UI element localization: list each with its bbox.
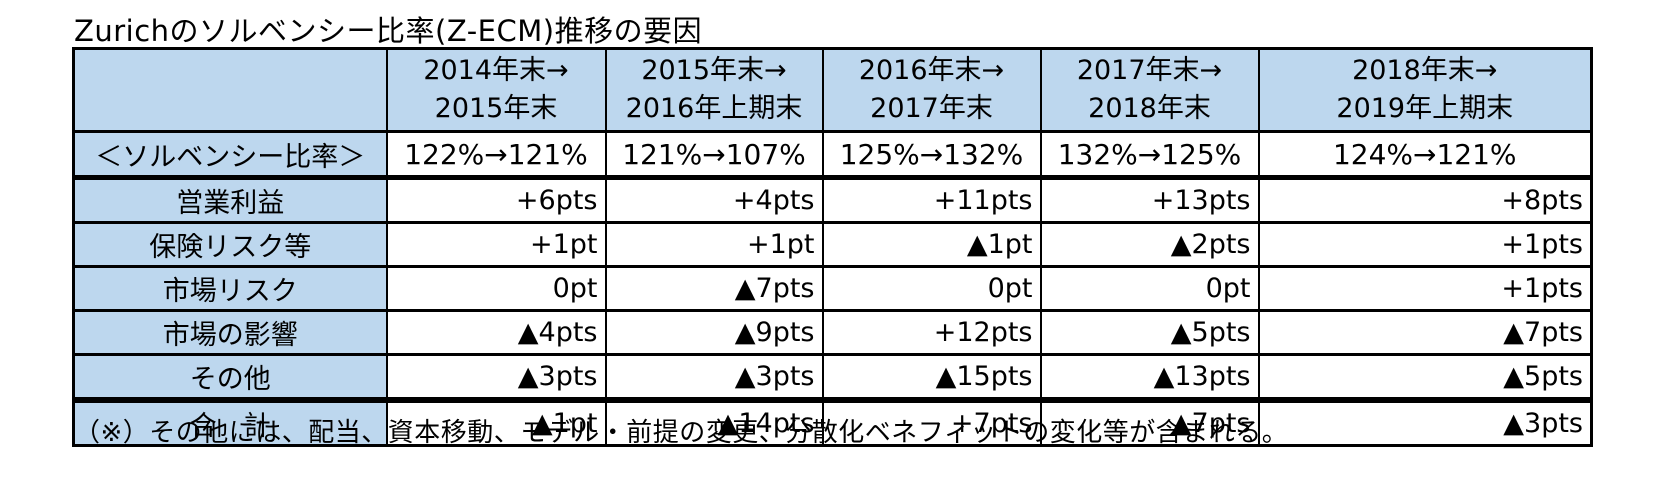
corner-cell (72, 47, 388, 133)
period-header-2017-2018: 2017年末→ 2018年末 (1039, 47, 1260, 133)
period-line2: 2017年末 (870, 93, 993, 124)
cell-value: +6pts (385, 177, 607, 224)
solvency-value: 132%→125% (1039, 130, 1260, 178)
cell-value: +1pts (1257, 265, 1593, 312)
period-header-row: 2014年末→ 2015年末 2015年末→ 2016年上期末 2016年末→ … (72, 47, 1593, 133)
cell-value: ▲3pts (385, 353, 607, 402)
period-line1: 2015年末→ (641, 55, 787, 86)
table-row-insurance-risk: 保険リスク等 +1pt +1pt ▲1pt ▲2pts +1pts (72, 221, 1593, 268)
cell-value: ▲7pts (1257, 309, 1593, 356)
period-header-2014-2015: 2014年末→ 2015年末 (385, 47, 607, 133)
page-title: Zurichのソルベンシー比率(Z-ECM)推移の要因 (74, 14, 703, 48)
cell-value: ▲14pts (604, 397, 824, 447)
period-line1: 2017年末→ (1076, 55, 1223, 86)
cell-value: +4pts (604, 177, 824, 224)
solvency-value: 121%→107% (604, 130, 824, 178)
cell-value: +13pts (1039, 177, 1260, 224)
cell-value: ▲2pts (1039, 221, 1260, 268)
table-row-other: その他 ▲3pts ▲3pts ▲15pts ▲13pts ▲5pts (72, 353, 1593, 402)
row-label: 営業利益 (72, 177, 388, 224)
cell-value: 0pt (1039, 265, 1260, 312)
cell-value: +1pts (1257, 221, 1593, 268)
row-label: 市場の影響 (72, 309, 388, 356)
cell-value: ▲3pts (1257, 397, 1593, 447)
period-line1: 2016年末→ (858, 55, 1005, 86)
table-row-market-impact: 市場の影響 ▲4pts ▲9pts +12pts ▲5pts ▲7pts (72, 309, 1593, 356)
cell-value: 0pt (821, 265, 1042, 312)
cell-value: ▲4pts (385, 309, 607, 356)
solvency-ratio-row: ＜ソルベンシー比率＞ 122%→121% 121%→107% 125%→132%… (72, 130, 1593, 178)
cell-value: ▲9pts (604, 309, 824, 356)
cell-value: ▲13pts (1039, 353, 1260, 402)
cell-value: +7pts (821, 397, 1042, 447)
cell-value: ▲7pts (604, 265, 824, 312)
cell-value: 0pt (385, 265, 607, 312)
table-row-operating-profit: 営業利益 +6pts +4pts +11pts +13pts +8pts (72, 177, 1593, 224)
period-header-2016-2017: 2016年末→ 2017年末 (821, 47, 1042, 133)
cell-value: +11pts (821, 177, 1042, 224)
cell-value: ▲5pts (1039, 309, 1260, 356)
cell-value: +8pts (1257, 177, 1593, 224)
cell-value: ▲5pts (1257, 353, 1593, 402)
cell-value: +12pts (821, 309, 1042, 356)
cell-value: +1pt (385, 221, 607, 268)
solvency-value: 122%→121% (385, 130, 607, 178)
solvency-value: 124%→121% (1257, 130, 1593, 178)
period-line1: 2018年末→ (1352, 55, 1498, 86)
cell-value: ▲7pts (1039, 397, 1260, 447)
period-line2: 2018年末 (1088, 93, 1211, 124)
period-header-2018-2019h: 2018年末→ 2019年上期末 (1257, 47, 1593, 133)
solvency-value: 125%→132% (821, 130, 1042, 178)
cell-value: +1pt (604, 221, 824, 268)
period-line2: 2016年上期末 (625, 93, 803, 124)
row-label: その他 (72, 353, 388, 402)
period-line2: 2019年上期末 (1336, 93, 1514, 124)
cell-value: ▲3pts (604, 353, 824, 402)
table-row-market-risk: 市場リスク 0pt ▲7pts 0pt 0pt +1pts (72, 265, 1593, 312)
cell-value: ▲1pt (385, 397, 607, 447)
row-label: 市場リスク (72, 265, 388, 312)
solvency-ratio-table: 2014年末→ 2015年末 2015年末→ 2016年上期末 2016年末→ … (72, 47, 1593, 178)
period-line2: 2015年末 (434, 93, 558, 124)
factor-table: 営業利益 +6pts +4pts +11pts +13pts +8pts 保険リ… (72, 177, 1593, 447)
row-label: 保険リスク等 (72, 221, 388, 268)
period-line1: 2014年末→ (423, 55, 569, 86)
row-label: 合 計 (72, 397, 388, 447)
cell-value: ▲15pts (821, 353, 1042, 402)
cell-value: ▲1pt (821, 221, 1042, 268)
period-header-2015-2016h: 2015年末→ 2016年上期末 (604, 47, 824, 133)
table-row-total: 合 計 ▲1pt ▲14pts +7pts ▲7pts ▲3pts (72, 397, 1593, 447)
footnote: （※）その他には、配当、資本移動、モデル・前提の変更、分散化ベネフィットの変化等… (74, 418, 1289, 448)
solvency-row-label: ＜ソルベンシー比率＞ (72, 130, 388, 178)
